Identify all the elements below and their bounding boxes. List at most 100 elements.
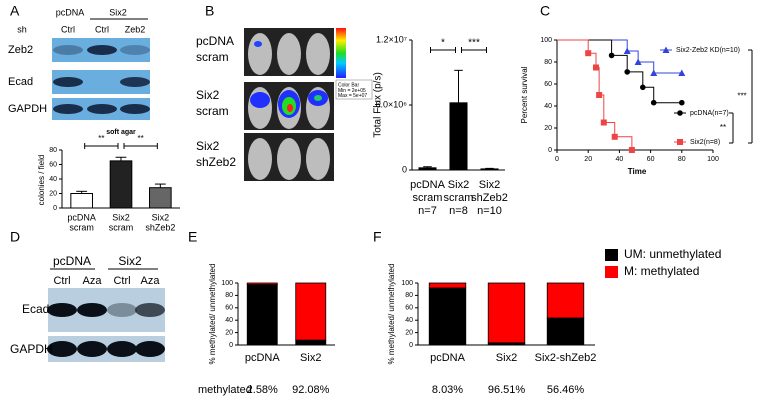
- y-axis-label: Percent survival: [520, 66, 529, 123]
- image-label: scram: [196, 104, 229, 118]
- row-label: methylated: [198, 384, 252, 396]
- legend-label: Six2-Zeb2 KD(n=10): [676, 47, 740, 54]
- survival-line: [557, 39, 682, 104]
- signal: [287, 104, 293, 112]
- bar: [418, 167, 437, 171]
- colorbar-text: Min = 2e+05: [338, 88, 366, 94]
- x-axis-label: Time: [628, 167, 647, 176]
- group-label: pcDNA: [56, 7, 85, 17]
- bar: [449, 102, 468, 171]
- sig-label: **: [138, 134, 144, 143]
- bar-segment: [295, 282, 327, 341]
- marker: [608, 52, 615, 59]
- row-label: Ecad: [22, 302, 49, 316]
- value-label: 92.08%: [292, 384, 330, 396]
- value-label: 56.46%: [547, 384, 585, 396]
- y-axis-label: % methylated/ unmethylated: [387, 264, 396, 365]
- bar-segment: [428, 287, 467, 346]
- x-tick-label: scram: [109, 222, 134, 232]
- marker: [640, 84, 646, 91]
- value-label: 8.03%: [432, 384, 463, 396]
- bar-segment: [487, 282, 526, 344]
- panel-letter: B: [205, 3, 214, 19]
- y-tick-label: 80: [544, 59, 552, 66]
- legend-label: pcDNA(n=7): [690, 110, 729, 117]
- blot-band: [107, 303, 137, 317]
- y-tick-label: 0: [229, 342, 233, 349]
- group-label: Six2: [109, 7, 127, 17]
- y-tick-label: 6.0×10⁶: [376, 99, 408, 109]
- y-tick-label: 40: [49, 176, 57, 183]
- sig-label: **: [720, 123, 726, 132]
- legend-label: Six2(n=8): [690, 139, 720, 146]
- colorbar-box: [335, 79, 373, 100]
- legend-swatch: [605, 249, 618, 261]
- y-tick-label: 20: [225, 329, 233, 336]
- y-tick-label: 100: [221, 280, 233, 287]
- x-tick-label: 0: [555, 156, 559, 163]
- marker: [600, 119, 607, 126]
- y-tick-label: 60: [49, 161, 57, 168]
- mouse: [277, 138, 301, 180]
- blot-band: [135, 341, 165, 357]
- sh-label: sh: [17, 24, 27, 34]
- x-tick-label: scram: [69, 222, 94, 232]
- y-tick-label: 0: [402, 164, 407, 174]
- y-tick-label: 80: [405, 292, 413, 299]
- x-tick-label: 40: [616, 156, 624, 163]
- y-tick-label: 1.2×10⁷: [376, 34, 407, 44]
- panel-letter: C: [540, 3, 550, 19]
- y-axis-label: Total Flux (p/s): [373, 72, 384, 138]
- marker: [585, 50, 592, 57]
- x-tick-label: 80: [678, 156, 686, 163]
- y-tick-label: 20: [49, 190, 57, 197]
- sig-label: **: [98, 134, 104, 143]
- marker: [679, 99, 685, 106]
- x-tick-label: Six2: [496, 352, 517, 364]
- y-tick-label: 60: [225, 305, 233, 312]
- legend-swatch: [605, 266, 618, 278]
- survival-line: [557, 39, 682, 74]
- bar-segment: [428, 282, 467, 289]
- colorbar-text: Max = 5e+07: [338, 93, 367, 99]
- x-tick-label: pcDNA: [430, 352, 466, 364]
- bar: [70, 193, 93, 209]
- row-label: GAPDH: [10, 342, 53, 356]
- blot-band: [120, 77, 150, 87]
- lane-label: Ctrl: [61, 24, 75, 34]
- bar: [149, 187, 172, 209]
- panel-letter: D: [10, 229, 20, 245]
- marker: [677, 110, 683, 116]
- x-tick-label: 20: [584, 156, 592, 163]
- legend-label: M: methylated: [624, 264, 699, 278]
- blot-band: [47, 341, 77, 357]
- marker: [634, 58, 642, 65]
- panel-letter: E: [188, 229, 197, 245]
- y-tick-label: 40: [544, 103, 552, 110]
- y-tick-label: 80: [225, 292, 233, 299]
- bar-segment: [295, 339, 327, 346]
- blot-band: [87, 104, 117, 114]
- x-tick-label: Six2: [479, 179, 500, 191]
- blot-band: [77, 303, 107, 317]
- image-label: pcDNA: [196, 34, 234, 48]
- row-label: Zeb2: [8, 44, 33, 56]
- lane-label: Zeb2: [125, 24, 146, 34]
- sig-label: ***: [468, 38, 480, 49]
- mouse: [277, 33, 301, 75]
- marker: [650, 99, 657, 106]
- image-label: scram: [196, 50, 229, 64]
- blot-band: [107, 341, 137, 357]
- panel-letter: A: [10, 3, 20, 19]
- blot-band: [135, 303, 165, 317]
- y-tick-label: 20: [544, 125, 552, 132]
- bar-segment: [246, 284, 278, 346]
- blot-band: [120, 104, 150, 114]
- y-tick-label: 100: [401, 280, 413, 287]
- y-tick-label: 40: [225, 317, 233, 324]
- x-tick-label: 100: [707, 156, 719, 163]
- group-label: pcDNA: [53, 254, 91, 268]
- y-tick-label: 40: [405, 317, 413, 324]
- colorbar: [336, 28, 346, 78]
